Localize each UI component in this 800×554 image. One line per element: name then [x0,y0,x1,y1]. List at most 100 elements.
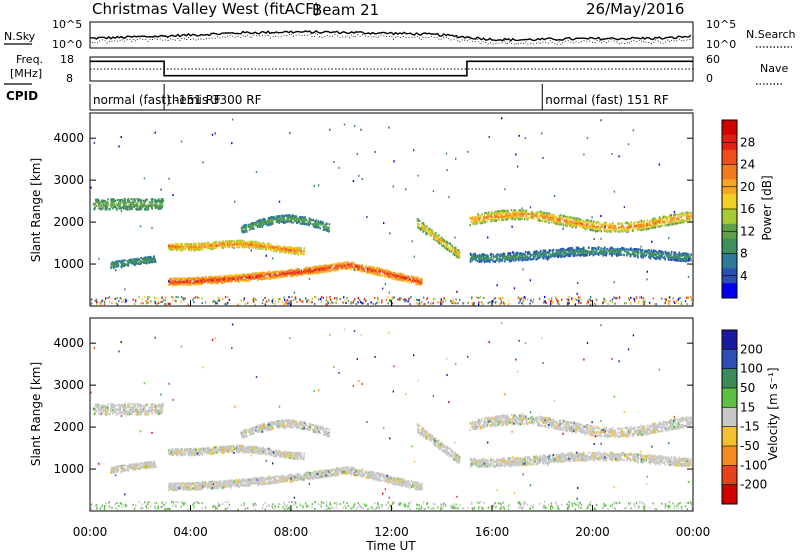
power-cell [180,243,182,246]
power-cell [239,240,242,243]
power-cell [179,278,182,281]
power-cell [356,267,359,270]
power-cell [138,198,140,201]
power-cell [411,275,413,278]
power-cell [526,216,528,219]
power-cell [653,251,655,254]
power-cell [429,234,432,237]
power-cell [604,247,606,250]
power-cell [596,230,598,233]
power-cell [116,265,118,268]
power-cell [294,252,296,255]
power-cell [510,209,513,212]
power-cell [114,262,117,265]
power-cell [170,278,172,282]
power-cell [625,250,628,253]
power-cell [230,245,233,248]
power-cell [572,220,575,223]
power-cell [302,218,305,221]
power-cell [329,267,331,270]
power-cell [673,222,675,225]
power-cell [170,245,172,248]
power-cell [215,242,217,245]
power-cell [351,265,353,268]
power-cell [418,279,421,282]
power-cell [105,201,108,204]
power-cell [565,223,568,226]
power-cell [394,274,397,278]
power-cell [202,278,204,281]
power-cell [229,274,231,277]
power-cell [586,219,589,222]
power-cell [290,272,292,275]
power-cell [490,252,493,255]
power-cell [243,246,246,249]
power-cell [261,277,264,280]
power-cell [301,252,304,255]
power-cell [131,207,133,210]
power-cell [319,267,322,270]
power-cell [313,266,315,269]
power-cell [94,206,96,209]
power-cell [306,220,309,223]
power-cell [516,254,519,257]
power-cell [624,221,627,224]
power-cell [290,217,293,220]
power-cell [616,229,618,232]
power-cell [251,222,253,225]
power-cell [639,227,642,231]
power-cell [651,219,653,222]
power-cell [328,223,331,226]
power-cell [665,217,667,220]
power-cell [274,274,277,277]
power-cell [258,224,260,227]
power-cell [656,221,658,224]
power-cell [278,245,280,248]
power-cell [325,267,327,270]
power-cell [637,250,640,253]
power-cell [390,271,393,274]
power-cell [575,217,577,220]
power-cell [444,246,446,249]
power-cell [198,244,200,247]
power-cell [206,246,209,249]
power-cell [690,215,692,218]
power-cell [422,228,424,232]
power-cell [661,255,663,258]
power-cell [603,229,606,232]
power-cell [499,255,501,258]
power-cell [221,240,224,243]
power-cell [663,255,666,258]
power-cell [677,256,679,259]
power-cell [320,264,323,268]
power-cell [284,272,287,275]
power-cell [148,260,150,263]
power-cell [648,254,651,257]
power-cell [587,223,589,226]
power-cell [297,217,300,220]
power-cell [130,207,133,210]
power-cell [556,217,558,220]
power-cell [474,219,476,222]
power-cell [136,203,139,206]
power-cell [250,278,253,281]
power-cell [489,215,491,218]
power-cell [103,199,105,202]
power-cell [548,217,551,220]
power-cell [217,279,219,282]
power-cell [562,221,565,225]
power-cell [514,218,516,221]
power-cell [446,248,449,251]
power-cell [265,273,268,276]
power-cell [514,254,517,257]
power-cell [252,242,254,245]
power-cell [671,223,673,226]
power-cell [213,279,215,282]
power-cell [320,270,323,273]
power-cell [289,220,291,223]
power-cell [361,264,363,267]
noise-right-tick-top: 10^5 [706,18,736,31]
power-cell [612,224,614,227]
power-cell [160,206,162,209]
power-cell [560,255,562,259]
